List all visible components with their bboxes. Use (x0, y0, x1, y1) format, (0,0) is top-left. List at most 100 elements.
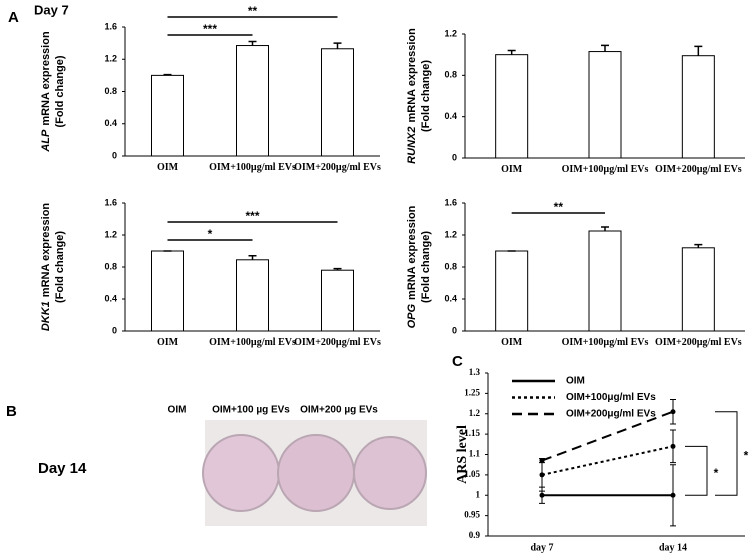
error-bar (248, 255, 257, 260)
x-tick-label: OIM (156, 337, 179, 348)
error-bar (248, 40, 257, 46)
x-tick-label: OIM+200µg/ml EVs (294, 337, 381, 348)
bar (321, 48, 354, 157)
legend-label: OIM+200μg/ml EVs (566, 409, 656, 420)
gene-name: DKK1 (40, 301, 52, 331)
y-label-line: (Fold change) (420, 231, 432, 303)
point (670, 443, 676, 449)
y-tick-label: 1.25 (464, 387, 480, 397)
y-tick-label: 0.4 (444, 111, 457, 121)
y-axis-label: DKK1 mRNA expression (Fold change) (40, 203, 66, 332)
y-label: mRNA expression (406, 28, 418, 123)
point (670, 492, 676, 498)
significance-label: *** (245, 209, 259, 223)
bar (681, 247, 715, 332)
panel-label: C (452, 353, 463, 370)
panel-label: B (6, 403, 17, 420)
y-tick-label: 1.6 (104, 197, 117, 207)
y-label: mRNA expression (40, 203, 52, 298)
day-label: Day 14 (38, 460, 87, 477)
bar (588, 51, 622, 159)
x-tick-label: OIM (501, 164, 523, 175)
bar (151, 74, 184, 157)
error-bar (694, 45, 703, 56)
point (539, 458, 545, 464)
y-tick-label: 0 (452, 325, 457, 335)
y-tick-label: 1 (476, 489, 481, 499)
y-label-line: OPG mRNA expression (406, 205, 418, 328)
error-bar (507, 49, 516, 55)
y-label-line: (Fold change) (420, 60, 432, 132)
gene-name: ALP (40, 129, 52, 153)
significance-bracket (715, 411, 738, 496)
y-tick-label: 0.4 (104, 293, 117, 303)
point (539, 472, 545, 478)
y-tick-label: 1.15 (464, 428, 480, 438)
bar (151, 250, 184, 332)
significance-bracket (685, 445, 708, 496)
y-label: mRNA expression (40, 31, 52, 126)
y-tick-label: 1.6 (104, 21, 117, 31)
bar (495, 250, 529, 332)
legend-label: OIM (566, 376, 585, 387)
x-tick-label: day 14 (659, 542, 687, 553)
x-tick-label: OIM+100µg/ml EVs (561, 337, 649, 348)
y-tick-label: 1.2 (444, 229, 457, 239)
well-label: OIM (168, 405, 187, 416)
y-tick-label: 0 (112, 325, 117, 335)
y-label-line: ALP mRNA expression (40, 31, 52, 153)
gene-name: RUNX2 (406, 127, 418, 164)
day-label: Day 7 (34, 2, 69, 17)
y-tick-label: 0.4 (104, 118, 117, 128)
y-tick-label: 0.8 (104, 86, 117, 96)
y-tick-label: 1.1 (469, 449, 481, 459)
y-label: mRNA expression (406, 205, 418, 300)
point (670, 409, 676, 415)
significance-label: ** (554, 200, 564, 214)
y-axis-label: OPG mRNA expression (Fold change) (406, 205, 432, 328)
y-label-line: (Fold change) (54, 231, 66, 303)
series-line (541, 445, 674, 476)
x-tick-label: OIM (501, 337, 523, 348)
x-tick-label: OIM+100µg/ml EVs (561, 164, 649, 175)
significance-label: *** (203, 22, 217, 36)
y-tick-label: 1.2 (104, 229, 117, 239)
x-tick-label: day 7 (530, 542, 553, 553)
panel-label: A (8, 9, 19, 26)
bar (588, 230, 622, 332)
series-line (541, 410, 674, 462)
y-tick-label: 0.8 (444, 70, 457, 80)
y-tick-label: 0.9 (469, 530, 481, 540)
error-bar (333, 42, 342, 49)
x-tick-label: OIM+100µg/ml EVs (209, 337, 296, 348)
bar (321, 269, 354, 332)
y-tick-label: 1.2 (104, 54, 117, 64)
error-bar (163, 73, 172, 76)
y-tick-label: 0 (452, 152, 457, 162)
y-tick-label: 1.2 (469, 408, 481, 418)
y-tick-label: 0.8 (444, 261, 457, 271)
point (539, 492, 545, 498)
bar (495, 54, 529, 159)
significance-label: * (744, 449, 749, 463)
y-axis-label: RUNX2 mRNA expression (Fold change) (406, 28, 432, 164)
y-tick-label: 1.6 (444, 197, 457, 207)
y-tick-label: 1.05 (464, 469, 480, 479)
x-tick-label: OIM+100µg/ml EVs (209, 162, 296, 173)
bar (236, 259, 269, 332)
well-label: OIM+200 µg EVs (300, 405, 378, 416)
significance-label: * (714, 466, 719, 480)
bar (681, 55, 715, 159)
y-label-line: DKK1 mRNA expression (40, 203, 52, 332)
error-bar (601, 44, 609, 52)
x-tick-label: OIM+200µg/ml EVs (654, 337, 742, 348)
bar (236, 45, 269, 157)
x-tick-label: OIM+200µg/ml EVs (294, 162, 381, 173)
error-bar (694, 243, 703, 248)
y-tick-label: 1.2 (444, 28, 457, 38)
well-photo (202, 420, 427, 526)
x-tick-label: OIM+200µg/ml EVs (654, 164, 742, 175)
y-tick-label: 0.95 (464, 510, 480, 520)
